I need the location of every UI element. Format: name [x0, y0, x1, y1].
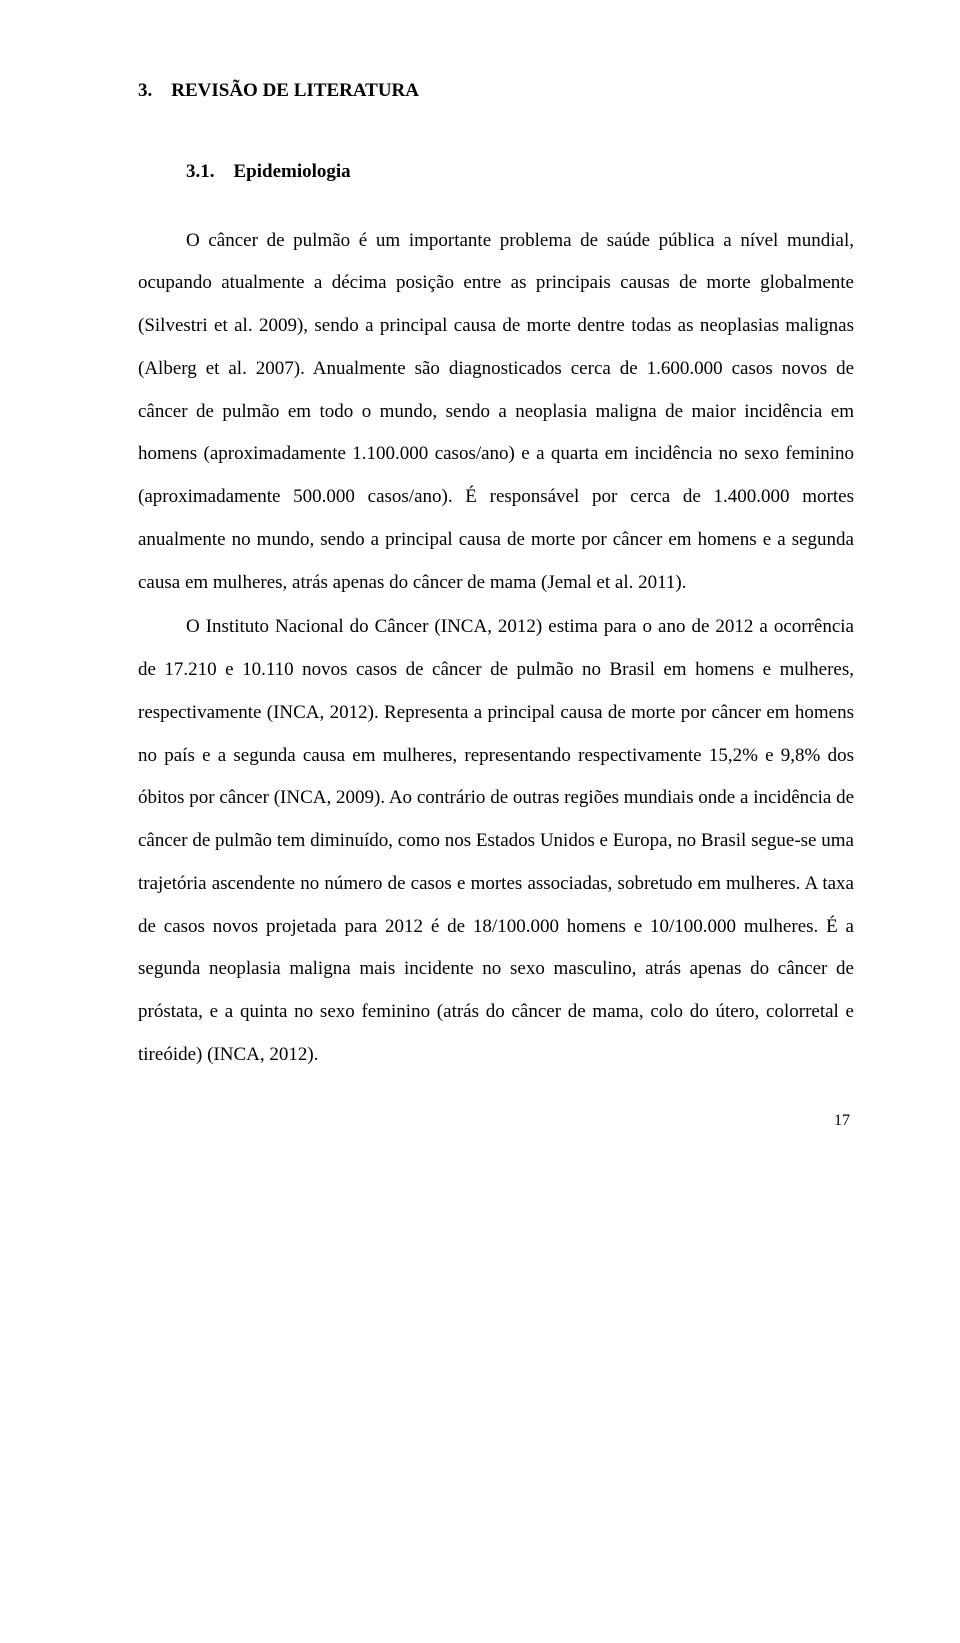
heading-text: REVISÃO DE LITERATURA — [171, 80, 419, 101]
page-number: 17 — [138, 1103, 850, 1139]
section-heading: 3. REVISÃO DE LITERATURA — [138, 70, 854, 113]
subheading-text: Epidemiologia — [234, 161, 351, 182]
document-page: 3. REVISÃO DE LITERATURA 3.1. Epidemiolo… — [0, 0, 960, 1209]
paragraph-2: O Instituto Nacional do Câncer (INCA, 20… — [138, 606, 854, 1076]
heading-space — [157, 80, 167, 101]
subheading-number: 3.1. — [186, 161, 215, 182]
subsection-heading: 3.1. Epidemiologia — [186, 151, 854, 194]
paragraph-1: O câncer de pulmão é um importante probl… — [138, 220, 854, 605]
heading-number: 3. — [138, 80, 152, 101]
subheading-space — [219, 161, 229, 182]
